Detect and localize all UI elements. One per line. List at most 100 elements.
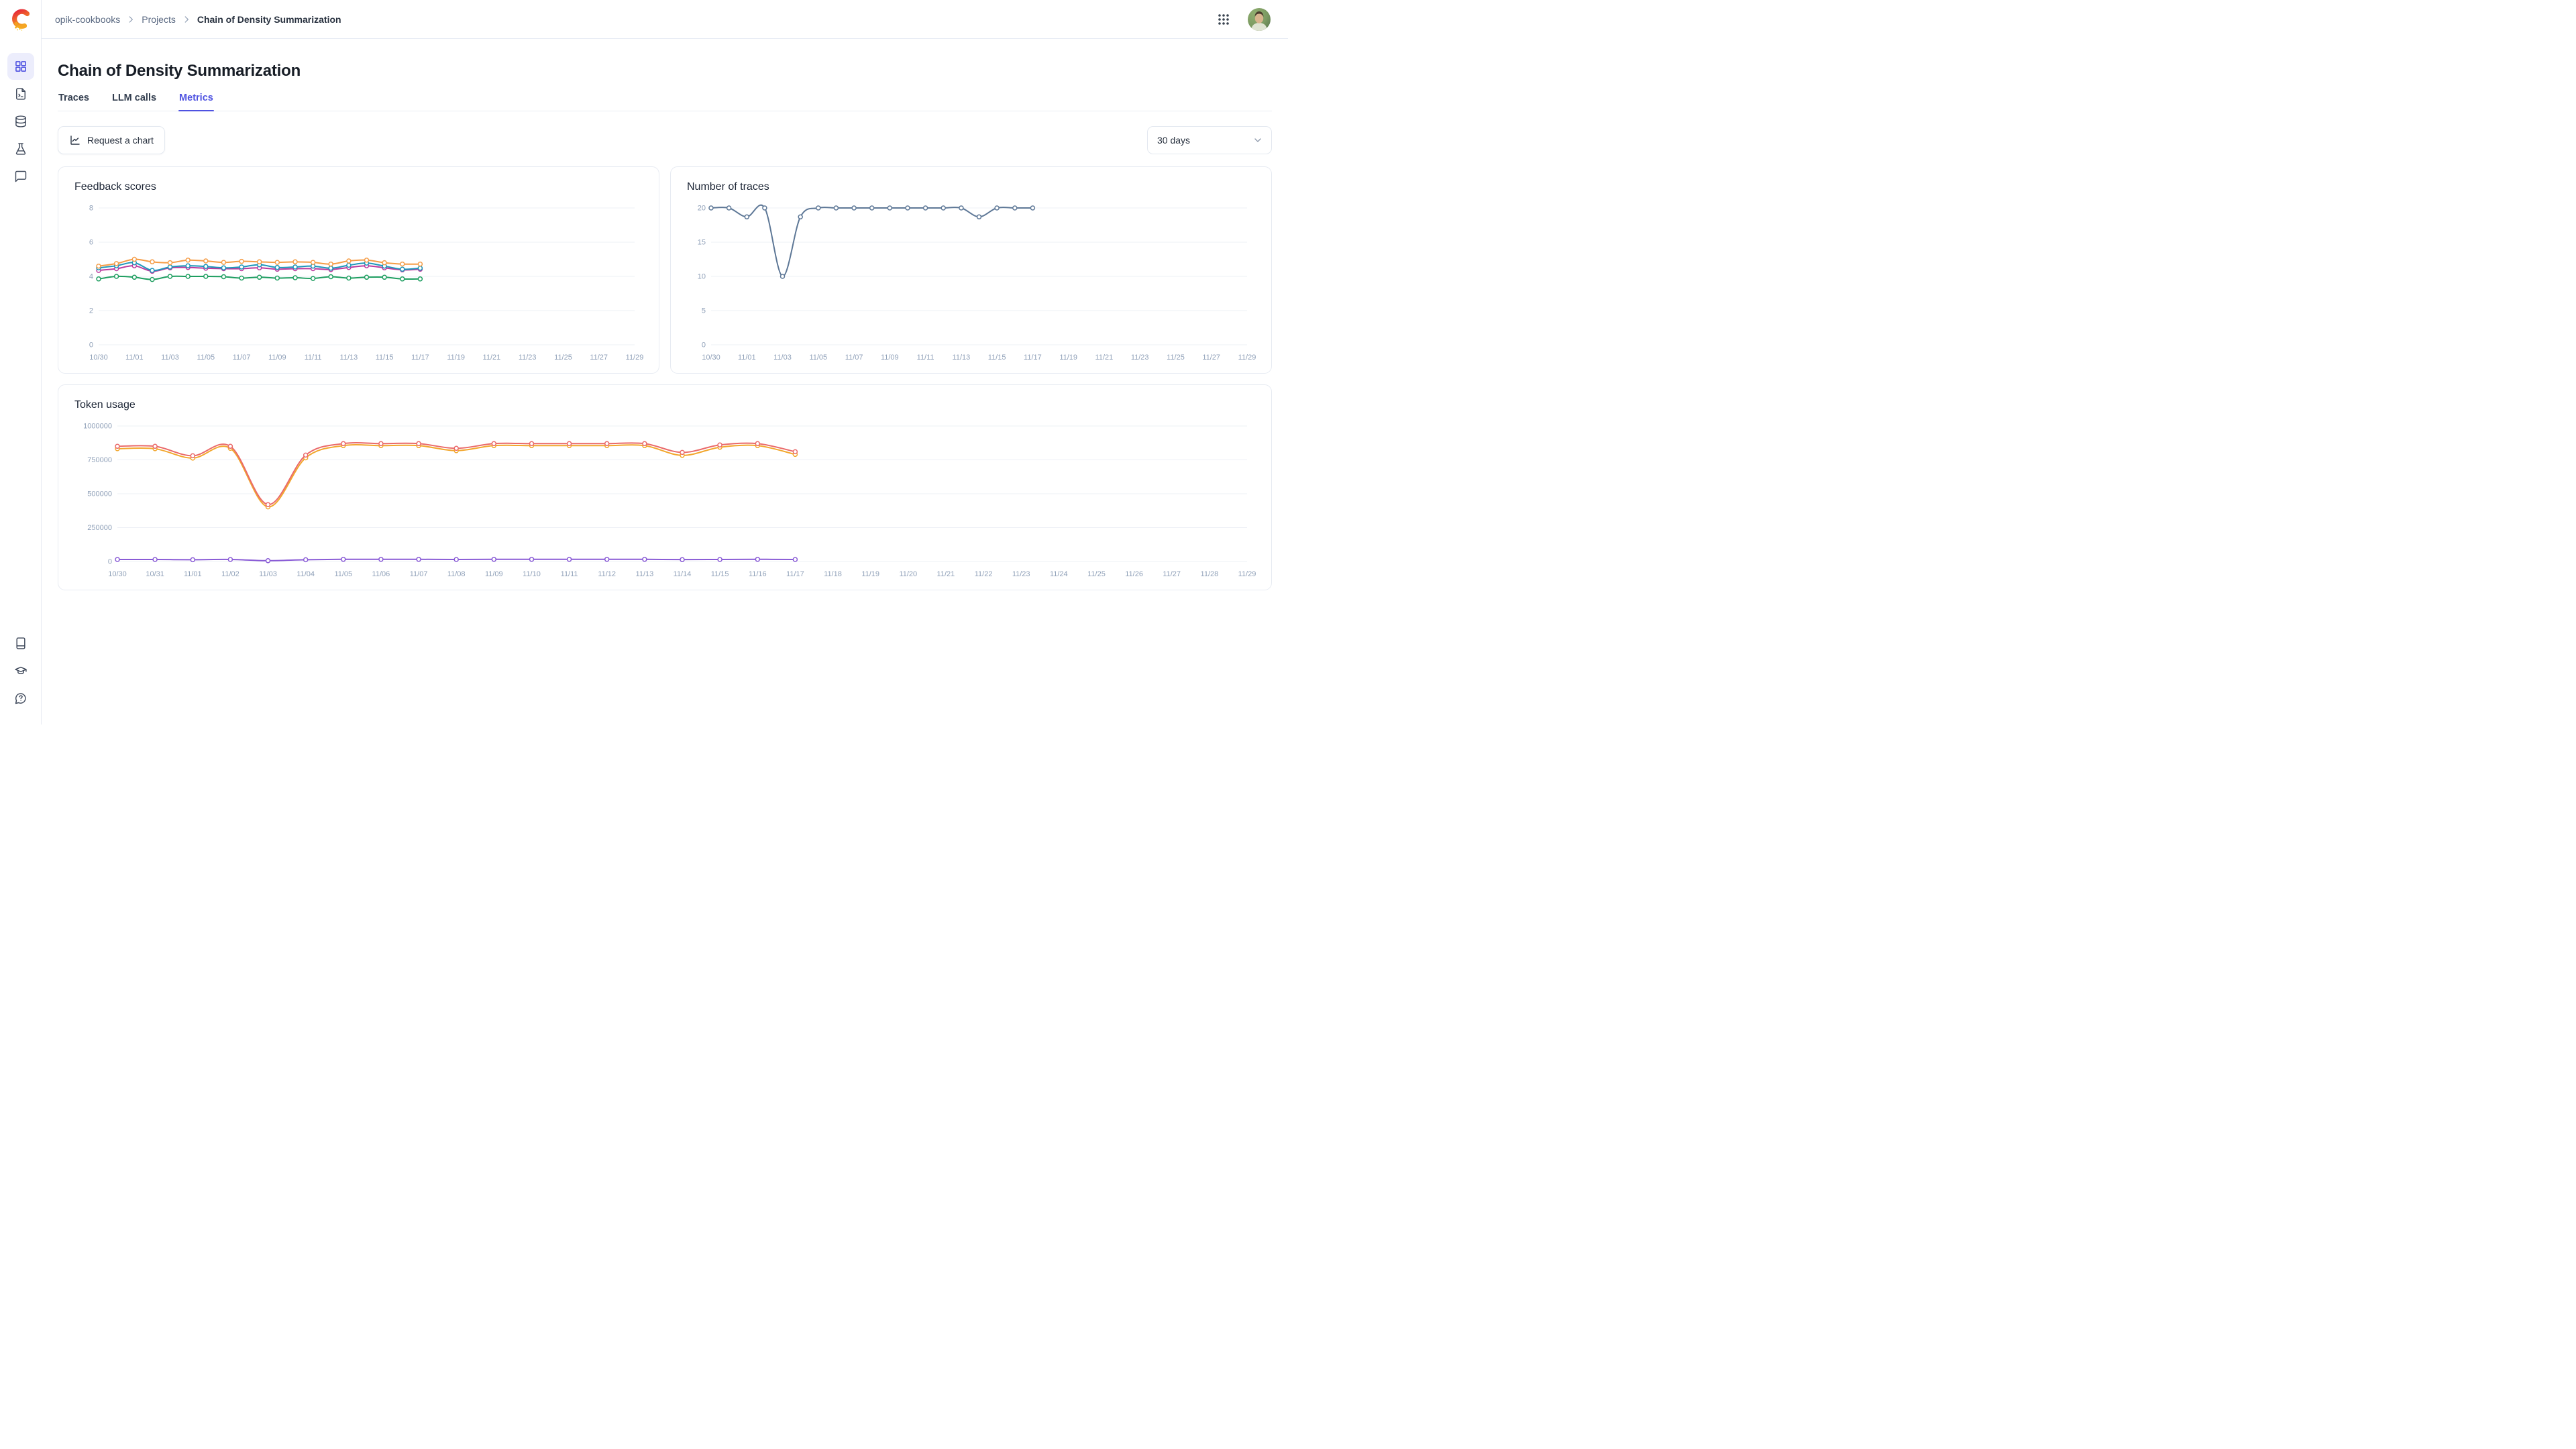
svg-text:11/28: 11/28 bbox=[1201, 570, 1219, 578]
svg-text:10: 10 bbox=[698, 273, 706, 281]
svg-text:11/05: 11/05 bbox=[334, 570, 352, 578]
svg-text:11/03: 11/03 bbox=[161, 354, 179, 362]
svg-text:11/25: 11/25 bbox=[554, 354, 572, 362]
svg-text:11/03: 11/03 bbox=[773, 354, 792, 362]
svg-text:11/09: 11/09 bbox=[268, 354, 286, 362]
svg-text:11/26: 11/26 bbox=[1125, 570, 1143, 578]
breadcrumb: opik-cookbooks Projects Chain of Density S… bbox=[55, 14, 341, 25]
svg-text:11/25: 11/25 bbox=[1167, 354, 1185, 362]
file-terminal-icon bbox=[14, 87, 28, 101]
sidebar-item-datasets[interactable] bbox=[7, 108, 34, 135]
apps-grid-dots-icon[interactable] bbox=[1214, 10, 1233, 29]
tab-llm-calls[interactable]: LLM calls bbox=[111, 93, 157, 103]
main-column: opik-cookbooks Projects Chain of Density S… bbox=[42, 0, 1288, 724]
svg-text:11/21: 11/21 bbox=[1095, 354, 1114, 362]
svg-text:11/16: 11/16 bbox=[749, 570, 767, 578]
svg-text:10/30: 10/30 bbox=[702, 354, 720, 362]
svg-text:11/09: 11/09 bbox=[881, 354, 899, 362]
svg-text:1000000: 1000000 bbox=[83, 423, 112, 431]
chevron-right-icon bbox=[126, 15, 136, 24]
svg-text:11/06: 11/06 bbox=[372, 570, 390, 578]
svg-text:11/05: 11/05 bbox=[809, 354, 827, 362]
svg-text:11/11: 11/11 bbox=[561, 570, 578, 578]
chart-title: Number of traces bbox=[687, 181, 769, 193]
svg-text:11/07: 11/07 bbox=[845, 354, 863, 362]
svg-text:11/13: 11/13 bbox=[953, 354, 971, 362]
svg-text:11/29: 11/29 bbox=[1238, 570, 1256, 578]
svg-text:11/29: 11/29 bbox=[1238, 354, 1256, 362]
book-icon bbox=[14, 637, 28, 650]
svg-text:11/27: 11/27 bbox=[1163, 570, 1181, 578]
svg-text:11/11: 11/11 bbox=[305, 354, 322, 362]
breadcrumb-item-1[interactable]: Projects bbox=[142, 13, 176, 25]
sidebar-item-help[interactable] bbox=[7, 685, 34, 712]
svg-text:11/07: 11/07 bbox=[410, 570, 428, 578]
svg-text:11/04: 11/04 bbox=[297, 570, 315, 578]
svg-text:11/13: 11/13 bbox=[340, 354, 358, 362]
svg-text:0: 0 bbox=[89, 341, 93, 350]
svg-text:11/07: 11/07 bbox=[233, 354, 251, 362]
comet-logo-icon[interactable] bbox=[9, 7, 33, 32]
svg-text:11/08: 11/08 bbox=[447, 570, 466, 578]
svg-text:11/01: 11/01 bbox=[184, 570, 202, 578]
grid-icon bbox=[14, 60, 28, 73]
sidebar bbox=[0, 0, 42, 724]
svg-text:11/10: 11/10 bbox=[523, 570, 541, 578]
svg-text:11/19: 11/19 bbox=[1059, 354, 1077, 362]
sidebar-item-projects[interactable] bbox=[7, 53, 34, 80]
tab-metrics[interactable]: Metrics bbox=[178, 93, 214, 111]
svg-text:11/17: 11/17 bbox=[786, 570, 804, 578]
svg-text:0: 0 bbox=[108, 558, 112, 566]
page-title: Chain of Density Summarization bbox=[58, 62, 301, 80]
token-usage-card: Token usage 1000000 750000 500000 250000 0 10… bbox=[58, 384, 1272, 590]
svg-text:11/23: 11/23 bbox=[1012, 570, 1030, 578]
feedback-scores-chart: 8 6 4 2 0 10/30 11/01 11/03 11/05 11/07 11/09 11/11… bbox=[89, 205, 644, 362]
svg-text:11/21: 11/21 bbox=[937, 570, 955, 578]
svg-text:11/27: 11/27 bbox=[590, 354, 608, 362]
svg-text:11/05: 11/05 bbox=[197, 354, 215, 362]
svg-text:750000: 750000 bbox=[87, 456, 112, 464]
svg-text:10/30: 10/30 bbox=[89, 354, 108, 362]
svg-text:11/11: 11/11 bbox=[917, 354, 934, 362]
breadcrumb-item-0[interactable]: opik-cookbooks bbox=[55, 13, 121, 25]
sidebar-item-prompts[interactable] bbox=[7, 80, 34, 107]
request-chart-label: Request a chart bbox=[87, 135, 154, 146]
svg-text:20: 20 bbox=[698, 205, 706, 213]
user-avatar[interactable] bbox=[1248, 7, 1271, 31]
svg-text:0: 0 bbox=[702, 341, 706, 350]
svg-text:11/19: 11/19 bbox=[447, 354, 465, 362]
app-root: opik-cookbooks Projects Chain of Density S… bbox=[0, 0, 1288, 724]
sidebar-item-documentation[interactable] bbox=[7, 630, 34, 657]
chevron-down-icon bbox=[1252, 135, 1263, 146]
sidebar-item-experiments[interactable] bbox=[7, 136, 34, 162]
svg-text:11/02: 11/02 bbox=[221, 570, 239, 578]
svg-text:10/30: 10/30 bbox=[108, 570, 127, 578]
charts-row: Feedback scores 8 6 4 2 0 10/30 11/01 11/03 11/0… bbox=[58, 166, 1272, 374]
svg-text:11/15: 11/15 bbox=[376, 354, 394, 362]
tab-traces[interactable]: Traces bbox=[58, 93, 89, 103]
svg-text:11/01: 11/01 bbox=[125, 354, 144, 362]
svg-text:11/09: 11/09 bbox=[485, 570, 503, 578]
sidebar-item-feedback[interactable] bbox=[7, 163, 34, 190]
svg-text:11/19: 11/19 bbox=[861, 570, 879, 578]
date-range-value: 30 days bbox=[1157, 135, 1191, 146]
sidebar-item-quickstart[interactable] bbox=[7, 657, 34, 684]
svg-text:8: 8 bbox=[89, 205, 93, 213]
flask-icon bbox=[14, 142, 28, 156]
svg-text:5: 5 bbox=[702, 307, 706, 315]
svg-text:11/22: 11/22 bbox=[975, 570, 993, 578]
svg-text:11/14: 11/14 bbox=[674, 570, 692, 578]
chart-line-icon bbox=[69, 134, 81, 146]
date-range-select[interactable]: 30 days bbox=[1147, 126, 1272, 154]
help-circle-icon bbox=[14, 692, 28, 705]
svg-text:10/31: 10/31 bbox=[146, 570, 164, 578]
svg-text:11/29: 11/29 bbox=[626, 354, 644, 362]
svg-text:4: 4 bbox=[89, 273, 93, 281]
svg-text:2: 2 bbox=[89, 307, 93, 315]
request-chart-button[interactable]: Request a chart bbox=[58, 126, 165, 154]
svg-text:11/23: 11/23 bbox=[519, 354, 537, 362]
svg-text:11/15: 11/15 bbox=[988, 354, 1006, 362]
graduation-cap-icon bbox=[14, 664, 28, 678]
number-of-traces-chart: 20 15 10 5 0 10/30 11/01 11/03 11/05 11/07 11/09 11… bbox=[698, 205, 1256, 362]
number-of-traces-card: Number of traces 20 15 10 5 0 10/30 11/01 11/03… bbox=[670, 166, 1272, 374]
